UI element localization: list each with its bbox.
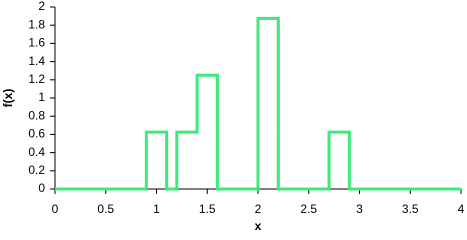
y-tick-label: 1.4 [28,54,45,68]
x-tick-label: 4 [458,202,465,216]
y-tick-label: 1.2 [28,72,45,86]
x-tick-label: 1 [153,202,160,216]
x-tick-label: 0 [52,202,59,216]
chart: x f(x) 0 0.2 0.4 0.6 0.8 1 1.2 1.4 1.6 1.8 2 0 0.5 1 1… [1,0,465,233]
y-tick-label: 0 [38,181,45,195]
y-tick-label: 1.6 [28,36,45,50]
data-line [55,16,461,191]
x-axis-label: x [255,219,262,233]
page: x f(x) 0 0.2 0.4 0.6 0.8 1 1.2 1.4 1.6 1.8 2 0 0.5 1 1… [1,0,465,234]
y-tick-label: 2 [38,0,45,13]
x-tick-label: 2.5 [300,202,317,216]
y-tick-label: 1.8 [28,17,45,31]
y-tick-label: 0.6 [28,127,45,141]
x-tick-label: 3.5 [402,202,419,216]
y-tick-label: 1 [38,90,45,104]
x-tick-label: 0.5 [97,202,114,216]
y-axis-label: f(x) [1,89,15,108]
y-tick-label: 0.8 [28,108,45,122]
x-tick-label: 3 [356,202,363,216]
y-tick-label: 0.2 [28,163,45,177]
y-tick-label: 0.4 [28,145,45,159]
x-tick-label: 2 [255,202,262,216]
x-tick-label: 1.5 [199,202,216,216]
